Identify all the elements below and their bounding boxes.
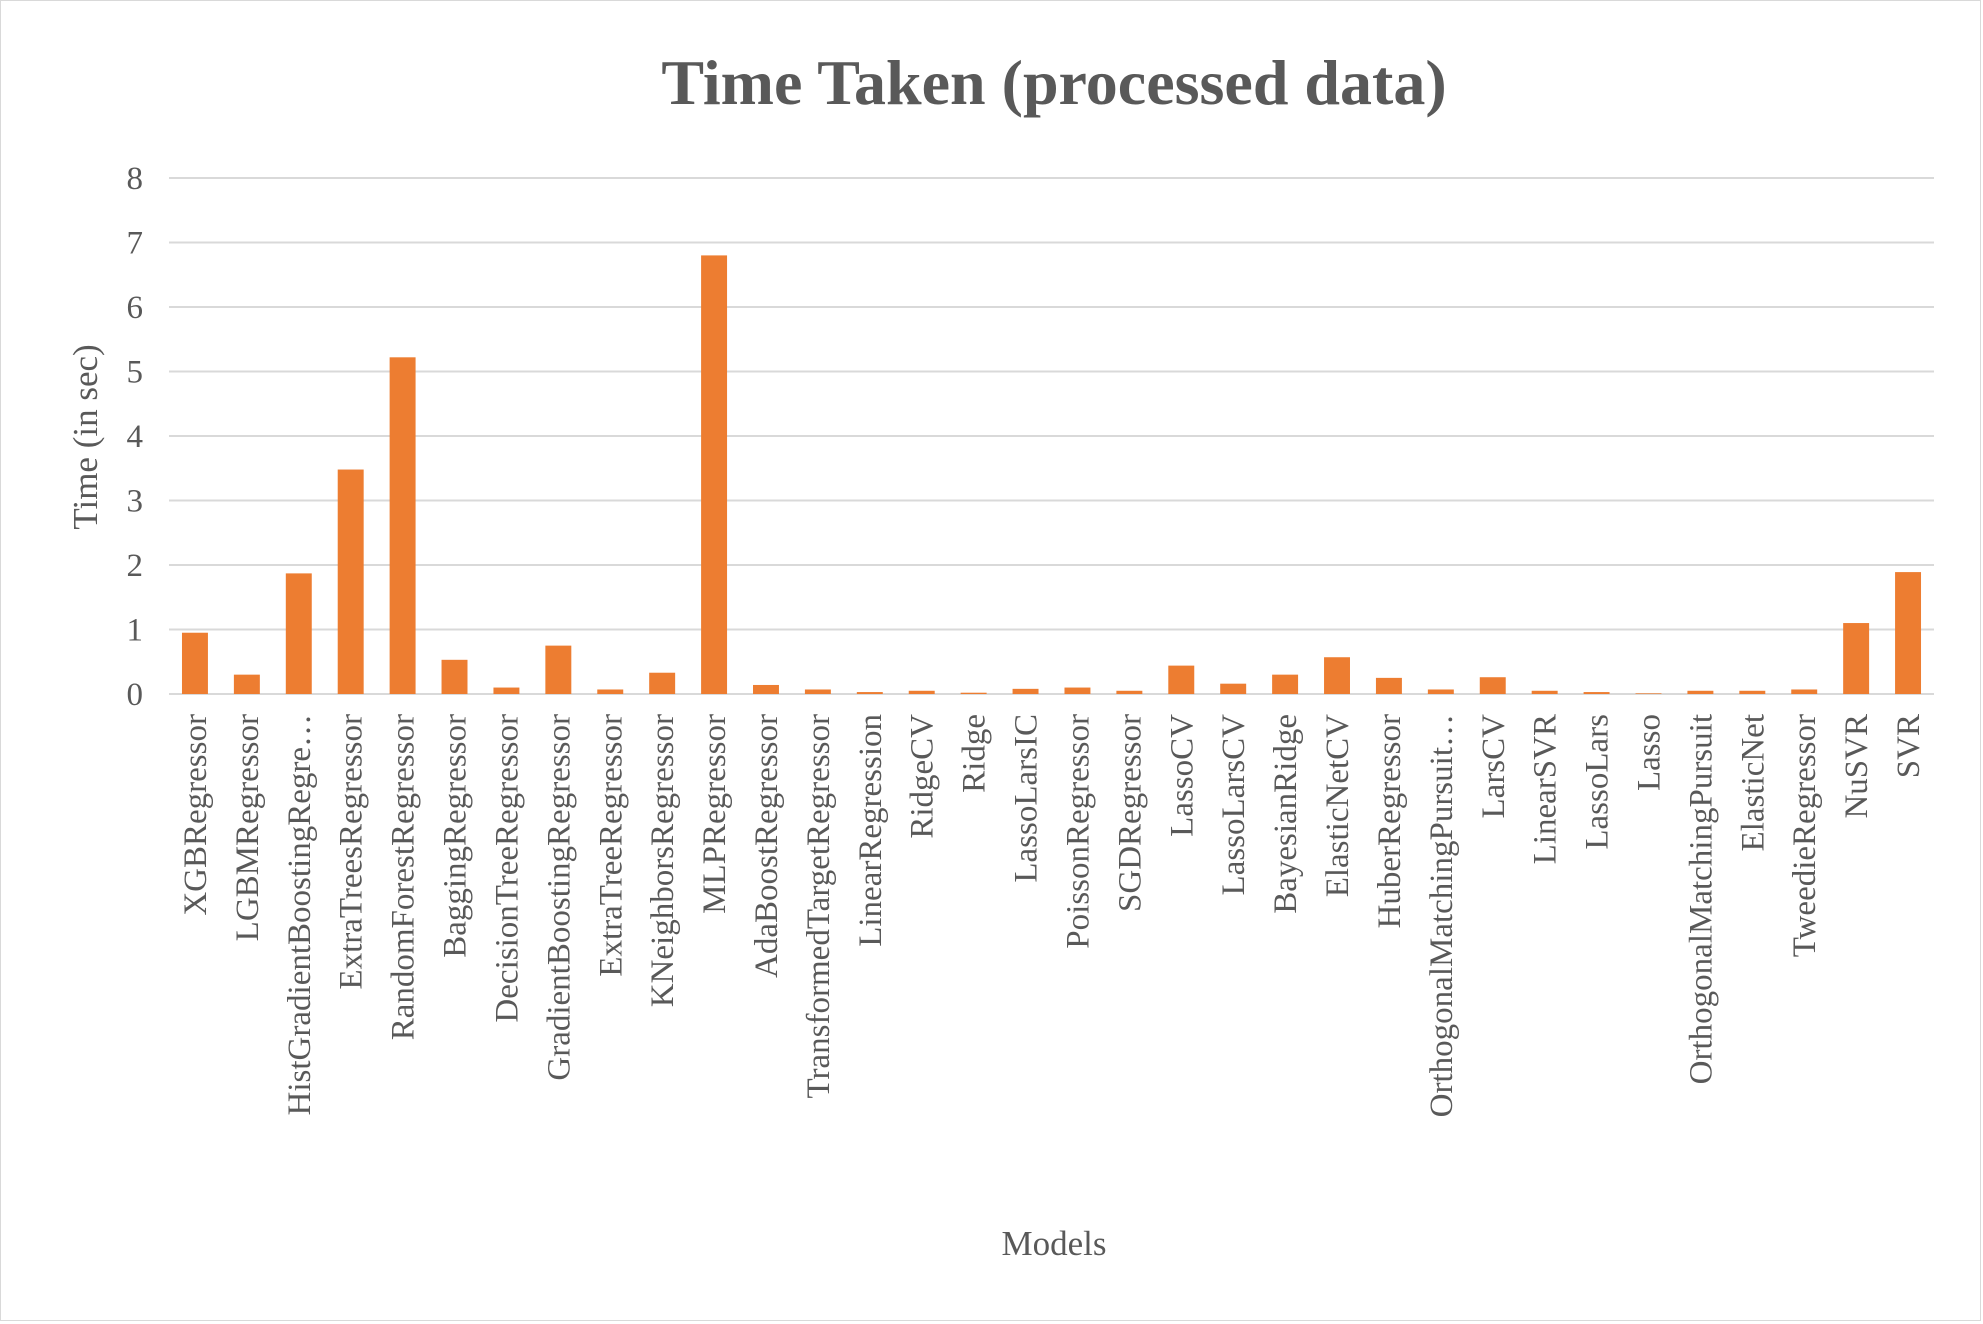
bar bbox=[1895, 572, 1922, 694]
bar bbox=[856, 692, 883, 694]
x-tick-label: MLPRegressor bbox=[697, 714, 733, 914]
x-tick-label: DecisionTreeRegressor bbox=[489, 714, 525, 1023]
x-tick-label: OrthogonalMatchingPursuit… bbox=[1424, 714, 1460, 1117]
bar bbox=[1272, 674, 1299, 694]
x-axis-ticks: XGBRegressor LGBMRegressor HistGradientBoo… bbox=[178, 714, 1927, 1117]
x-tick-label: PoissonRegressor bbox=[1060, 714, 1096, 949]
x-tick-label: LassoLars bbox=[1580, 714, 1616, 850]
bar bbox=[1479, 677, 1506, 694]
x-tick-label: HuberRegressor bbox=[1372, 714, 1408, 928]
x-tick-label: SVR bbox=[1891, 714, 1927, 778]
bar bbox=[1531, 690, 1558, 694]
x-tick-label: XGBRegressor bbox=[178, 714, 214, 916]
x-axis-title: Models bbox=[1002, 1224, 1107, 1263]
y-tick-label: 4 bbox=[127, 419, 144, 455]
bar bbox=[389, 357, 416, 694]
x-tick-label: TransformedTargetRegressor bbox=[801, 714, 837, 1098]
bar bbox=[493, 687, 520, 694]
y-tick-label: 6 bbox=[127, 290, 144, 326]
x-tick-label: LarsCV bbox=[1476, 714, 1512, 819]
x-tick-label: LinearSVR bbox=[1528, 714, 1564, 864]
bar bbox=[597, 689, 624, 694]
y-tick-label: 5 bbox=[127, 355, 144, 391]
x-tick-label: HistGradientBoostingRegre… bbox=[282, 714, 318, 1115]
bar bbox=[804, 689, 831, 694]
bar bbox=[908, 690, 935, 694]
y-tick-label: 1 bbox=[127, 613, 144, 649]
x-tick-label: KNeighborsRegressor bbox=[645, 714, 681, 1007]
bar bbox=[1064, 687, 1091, 694]
bar bbox=[1791, 689, 1818, 694]
x-tick-label: LGBMRegressor bbox=[230, 714, 266, 941]
bar bbox=[1116, 690, 1143, 694]
bar bbox=[1168, 665, 1195, 694]
x-tick-label: ElasticNetCV bbox=[1320, 714, 1356, 897]
x-tick-label: AdaBoostRegressor bbox=[749, 714, 785, 978]
y-tick-label: 2 bbox=[127, 548, 144, 584]
x-tick-label: RandomForestRegressor bbox=[386, 714, 422, 1040]
x-tick-label: RidgeCV bbox=[905, 714, 941, 839]
x-tick-label: ExtraTreeRegressor bbox=[593, 714, 629, 977]
bar bbox=[441, 659, 468, 694]
x-tick-label: TweedieRegressor bbox=[1787, 714, 1823, 957]
bar bbox=[1583, 692, 1610, 694]
x-tick-label: Ridge bbox=[957, 714, 993, 793]
y-tick-label: 8 bbox=[127, 161, 144, 197]
bar bbox=[1375, 677, 1402, 694]
chart-title: Time Taken (processed data) bbox=[661, 47, 1446, 118]
bars bbox=[181, 255, 1922, 694]
bar bbox=[1324, 657, 1350, 694]
bar bbox=[545, 645, 572, 694]
bar bbox=[1687, 690, 1714, 694]
bar bbox=[1012, 688, 1039, 694]
bar bbox=[1220, 683, 1247, 694]
x-tick-label: BayesianRidge bbox=[1268, 714, 1304, 914]
bar bbox=[285, 573, 312, 694]
bar bbox=[337, 469, 364, 694]
bar bbox=[753, 684, 779, 694]
x-tick-label: SGDRegressor bbox=[1112, 714, 1148, 912]
y-tick-label: 7 bbox=[127, 226, 144, 262]
x-tick-label: OrthogonalMatchingPursuit bbox=[1683, 714, 1719, 1084]
y-axis-ticks: 0 1 2 3 4 5 6 7 8 bbox=[127, 161, 144, 713]
gridlines bbox=[169, 177, 1934, 695]
x-tick-label: LassoCV bbox=[1164, 714, 1200, 837]
x-tick-label: ExtraTreesRegressor bbox=[334, 714, 370, 990]
x-tick-label: LassoLarsCV bbox=[1216, 714, 1252, 896]
bar bbox=[649, 672, 676, 694]
y-tick-label: 3 bbox=[127, 484, 144, 520]
x-tick-label: LinearRegression bbox=[853, 714, 889, 947]
bar bbox=[1427, 689, 1454, 694]
x-tick-label: GradientBoostingRegressor bbox=[541, 714, 577, 1081]
bar bbox=[1635, 693, 1662, 694]
bar bbox=[701, 255, 728, 694]
x-tick-label: NuSVR bbox=[1839, 714, 1875, 819]
bar bbox=[233, 674, 260, 694]
y-tick-label: 0 bbox=[127, 677, 144, 713]
bar bbox=[1739, 690, 1766, 694]
bar bbox=[960, 692, 987, 694]
x-tick-label: LassoLarsIC bbox=[1009, 714, 1045, 883]
y-axis-title: Time (in sec) bbox=[66, 344, 105, 529]
bar bbox=[181, 632, 208, 694]
x-tick-label: ElasticNet bbox=[1735, 714, 1771, 851]
x-tick-label: Lasso bbox=[1631, 714, 1667, 791]
bar bbox=[1843, 623, 1870, 694]
x-tick-label: BaggingRegressor bbox=[438, 714, 474, 958]
